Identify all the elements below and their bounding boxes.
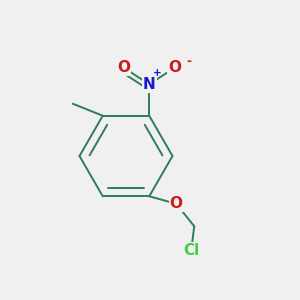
Text: +: + bbox=[153, 68, 162, 78]
Text: O: O bbox=[168, 60, 181, 75]
Text: Cl: Cl bbox=[183, 243, 200, 258]
Text: O: O bbox=[117, 60, 130, 75]
Text: O: O bbox=[170, 196, 183, 211]
Text: -: - bbox=[187, 55, 192, 68]
Text: N: N bbox=[143, 77, 156, 92]
